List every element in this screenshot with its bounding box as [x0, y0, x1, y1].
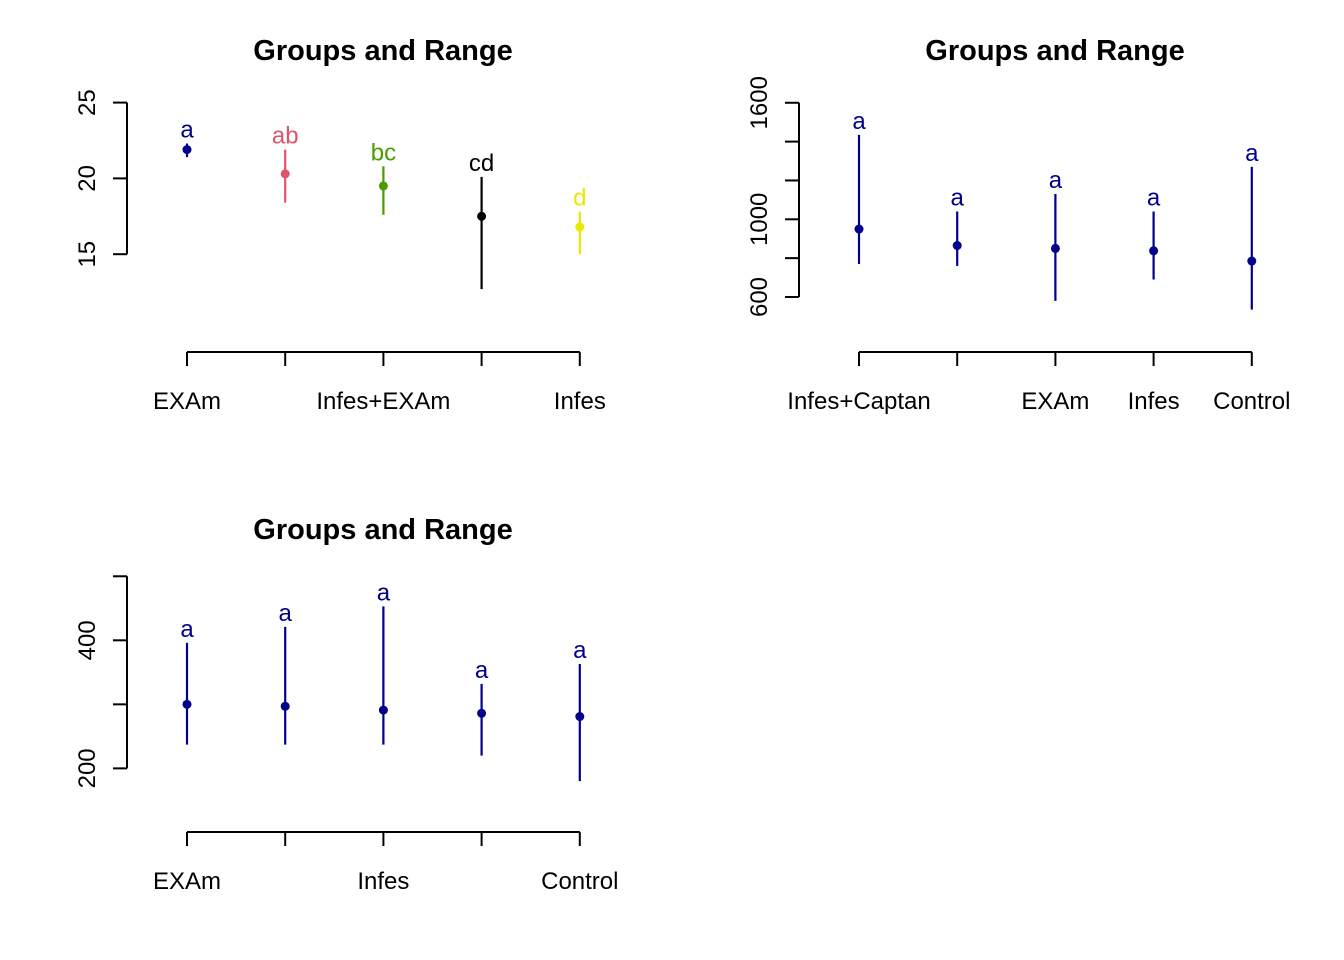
y-tick-label: 200	[74, 748, 101, 788]
group-letter: d	[573, 185, 586, 212]
mean-point	[477, 708, 487, 718]
y-tick-label: 1000	[746, 193, 773, 246]
group-letter: bc	[371, 139, 396, 166]
y-tick-label: 20	[74, 165, 101, 192]
y-axis	[113, 101, 128, 256]
mean-point	[182, 699, 192, 709]
group-letter: a	[1245, 140, 1259, 167]
group-letter: a	[852, 108, 866, 135]
mean-point	[280, 169, 290, 179]
mean-point	[182, 145, 192, 155]
mean-point	[378, 705, 388, 715]
x-tick-label: EXAm	[1021, 388, 1089, 415]
mean-point	[378, 181, 388, 191]
y-tick-label: 400	[74, 620, 101, 660]
panel-1: Groups and Range 15 20 25 EXAm Infes+EXAm Infe…	[74, 35, 606, 415]
x-tick-label: Infes+EXAm	[316, 388, 450, 415]
group-letter: cd	[469, 150, 494, 177]
y-tick-label: 1600	[746, 76, 773, 129]
group-letter: a	[1147, 185, 1161, 212]
mean-point	[280, 701, 290, 711]
group-letter: a	[1049, 167, 1063, 194]
mean-point	[1149, 246, 1159, 256]
x-tick-label: Infes+Captan	[787, 388, 930, 415]
x-tick-label: Control	[541, 868, 618, 895]
group-letter: a	[951, 185, 965, 212]
x-tick-label: Infes	[554, 388, 606, 415]
chart-title: Groups and Range	[253, 35, 512, 67]
mean-point	[854, 224, 864, 234]
panel-3: Groups and Range 200 400 EXAm Infes Control a a…	[74, 514, 618, 895]
mean-point	[575, 712, 585, 722]
y-axis	[785, 101, 800, 298]
y-tick-label: 25	[74, 89, 101, 116]
group-letter: a	[279, 600, 293, 627]
group-letter: a	[180, 117, 194, 144]
x-tick-label: EXAm	[153, 388, 221, 415]
mean-point	[1247, 256, 1257, 266]
group-letter: ab	[272, 123, 299, 150]
x-tick-label: Infes	[1128, 388, 1180, 415]
group-letter: a	[377, 579, 391, 606]
group-letter: a	[180, 616, 194, 643]
x-tick-label: Infes	[357, 868, 409, 895]
chart-title: Groups and Range	[925, 35, 1184, 67]
y-tick-label: 15	[74, 241, 101, 268]
x-axis	[186, 351, 581, 366]
x-axis	[858, 351, 1253, 366]
y-axis	[113, 575, 128, 770]
group-letter: a	[573, 637, 587, 664]
mean-point	[952, 241, 962, 251]
panel-2: Groups and Range 600 1000 1600 Infes+Captan E…	[746, 35, 1290, 415]
chart-title: Groups and Range	[253, 514, 512, 546]
group-letter: a	[475, 657, 489, 684]
y-tick-label: 600	[746, 277, 773, 317]
x-axis	[186, 831, 581, 846]
mean-point	[1050, 243, 1060, 253]
x-tick-label: Control	[1213, 388, 1290, 415]
mean-point	[575, 222, 585, 232]
x-tick-label: EXAm	[153, 868, 221, 895]
mean-point	[477, 211, 487, 221]
